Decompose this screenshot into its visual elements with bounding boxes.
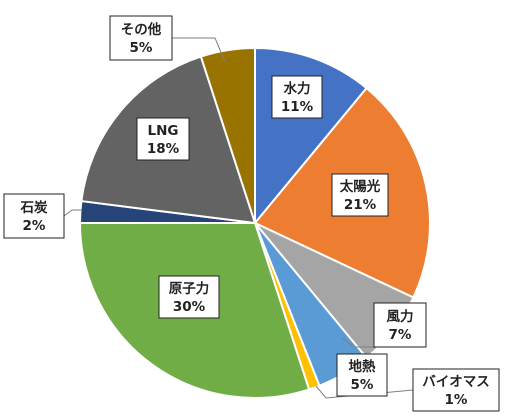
data-label-value: 5% (130, 40, 153, 56)
data-label-value: 18% (147, 141, 180, 157)
data-label-value: 30% (173, 299, 206, 315)
data-label-box (271, 75, 323, 119)
data-label-value: 2% (23, 218, 46, 234)
leader-line-9 (172, 37, 226, 63)
data-label-4: 地熱 5% (336, 353, 388, 397)
data-label-name: 風力 (387, 308, 414, 325)
data-label-name: バイオマス (422, 374, 490, 390)
data-label-name: LNG (148, 123, 179, 139)
data-label-value: 11% (281, 99, 314, 115)
data-label-9: その他 5% (109, 15, 173, 61)
data-label-value: 21% (344, 197, 377, 213)
data-label-name: 水力 (284, 80, 311, 97)
data-label-5: バイオマス 1% (412, 368, 500, 412)
data-label-box (331, 173, 389, 217)
slice-9 (199, 46, 256, 224)
leader-line-7 (63, 209, 82, 217)
data-label-box (158, 275, 220, 319)
data-label-box (373, 302, 427, 348)
data-label-3: 風力 7% (373, 302, 427, 348)
data-label-name: 地熱 (349, 358, 376, 375)
data-label-1: 水力 11% (271, 75, 323, 119)
data-label-value: 5% (351, 377, 374, 393)
data-label-value: 7% (389, 327, 412, 343)
data-label-box (3, 193, 65, 239)
data-label-box (109, 15, 173, 61)
data-label-name: その他 (121, 21, 162, 38)
data-label-6: 原子力 30% (158, 275, 220, 319)
data-label-box (136, 117, 190, 161)
data-label-name: 石炭 (20, 199, 48, 216)
data-label-name: 原子力 (169, 280, 210, 297)
data-label-box (412, 368, 500, 412)
data-label-2: 太陽光 21% (331, 173, 389, 217)
data-labels: 水力 11% 太陽光 21% 風力 7% 地熱 5% バイオマス 1% 原子力 30% 石炭 2% LNG 1… (3, 15, 500, 412)
data-label-name: 太陽光 (340, 178, 381, 195)
data-label-value: 1% (445, 392, 468, 408)
data-label-7: 石炭 2% (3, 193, 65, 239)
data-label-8: LNG 18% (136, 117, 190, 161)
data-label-box (336, 353, 388, 397)
